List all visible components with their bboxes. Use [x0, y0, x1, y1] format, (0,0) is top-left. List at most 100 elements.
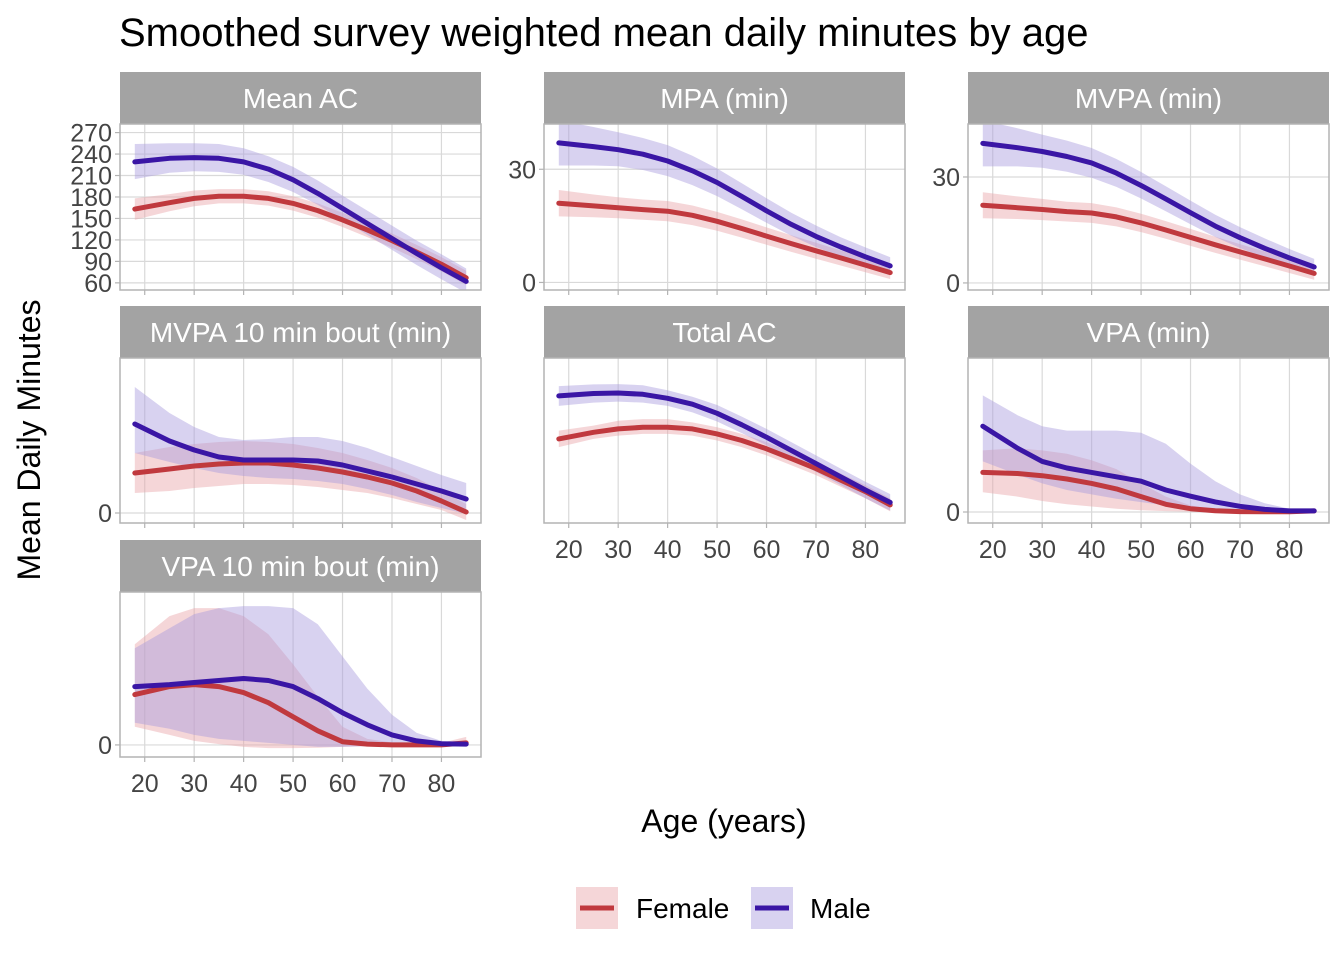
x-tick-label: 40: [230, 770, 258, 798]
panel-strip-label: MVPA 10 min bout (min): [150, 317, 451, 348]
panel-border: [967, 357, 1330, 524]
y-axis-title: Mean Daily Minutes: [11, 300, 47, 581]
panel-data: [556, 384, 893, 512]
x-tick-label: 20: [131, 770, 159, 798]
panel-strip: [120, 72, 481, 124]
y-tick-label: 0: [98, 500, 112, 528]
ci-band-male: [558, 124, 891, 275]
panel-border: [119, 123, 482, 291]
series-line-male: [556, 140, 893, 269]
series-line-male: [980, 140, 1317, 270]
x-tick-label: 50: [1127, 536, 1155, 564]
panel-border: [119, 357, 482, 524]
ci-band-female: [558, 190, 891, 280]
panel-border: [543, 357, 906, 524]
panel-border: [967, 123, 1330, 291]
y-tick-label: 120: [70, 227, 112, 255]
panel-strip-label: MVPA (min): [1075, 83, 1222, 114]
legend-label: Male: [810, 893, 871, 924]
x-tick-label: 60: [753, 536, 781, 564]
ci-band-female: [134, 441, 467, 520]
panel-strip: [544, 306, 905, 358]
ci-band-male: [982, 395, 1315, 512]
panel-vpa-10-min-bout-min: VPA 10 min bout (min) 0 20 30 40 50 60 70 80: [98, 540, 482, 798]
y-tick-label: 210: [70, 163, 112, 191]
panel-strip-label: VPA (min): [1087, 317, 1211, 348]
y-tick-label: 30: [932, 164, 960, 192]
panel-strip: [968, 72, 1329, 124]
y-tick-label: 180: [70, 184, 112, 212]
y-tick-label: 0: [946, 499, 960, 527]
panel-mvpa-10-min-bout-min: MVPA 10 min bout (min) 0: [98, 306, 482, 528]
y-tick-label: 0: [98, 732, 112, 760]
series-line-male: [980, 423, 1317, 514]
panel-strip: [120, 306, 481, 358]
x-tick-label: 60: [1177, 536, 1205, 564]
y-tick-label: 270: [70, 120, 112, 148]
panel-strip: [968, 306, 1329, 358]
x-tick-label: 40: [654, 536, 682, 564]
panel-background: [544, 358, 905, 523]
panel-data: [980, 124, 1317, 280]
ci-band-female: [982, 192, 1315, 280]
panel-strip-label: Total AC: [672, 317, 776, 348]
series-line-male: [132, 676, 469, 747]
panel-background: [968, 358, 1329, 523]
ci-band-male: [134, 606, 467, 747]
ci-band-male: [982, 124, 1315, 276]
x-tick-label: 20: [555, 536, 583, 564]
panel-mpa-min: MPA (min) 0 30: [508, 72, 906, 297]
ci-band-female: [134, 189, 467, 285]
panel-border: [119, 591, 482, 758]
y-tick-label: 150: [70, 205, 112, 233]
ci-band-female: [134, 608, 467, 749]
x-tick-label: 70: [802, 536, 830, 564]
y-tick-label: 240: [70, 141, 112, 169]
x-tick-label: 70: [378, 770, 406, 798]
series-line-male: [132, 421, 469, 502]
x-tick-label: 30: [180, 770, 208, 798]
ci-band-female: [982, 448, 1315, 512]
x-tick-label: 40: [1078, 536, 1106, 564]
series-line-female: [132, 460, 469, 515]
panel-data: [980, 395, 1317, 515]
panel-background: [120, 358, 481, 523]
series-line-male: [556, 390, 893, 505]
y-tick-label: 0: [522, 269, 536, 297]
x-tick-label: 20: [979, 536, 1007, 564]
y-tick-label: 60: [84, 270, 112, 298]
x-tick-label: 60: [329, 770, 357, 798]
panel-strip-label: VPA 10 min bout (min): [161, 551, 439, 582]
panel-strip-label: Mean AC: [243, 83, 358, 114]
y-tick-label: 90: [84, 248, 112, 276]
panel-strip-label: MPA (min): [660, 83, 789, 114]
x-axis-title: Age (years): [641, 803, 806, 839]
x-tick-label: 80: [1276, 536, 1304, 564]
panel-data: [132, 387, 469, 520]
panel-data: [556, 124, 893, 280]
panel-data: [132, 143, 469, 290]
x-tick-label: 30: [604, 536, 632, 564]
panel-data: [132, 606, 469, 749]
x-tick-label: 30: [1028, 536, 1056, 564]
series-line-female: [980, 469, 1317, 515]
panel-background: [120, 592, 481, 757]
x-tick-label: 70: [1226, 536, 1254, 564]
x-tick-label: 80: [428, 770, 456, 798]
y-tick-label: 30: [508, 156, 536, 184]
panel-border: [543, 123, 906, 291]
series-line-female: [556, 200, 893, 276]
legend-item-male: Male: [751, 887, 871, 929]
ci-band-male: [558, 384, 891, 511]
legend-label: Female: [636, 893, 729, 924]
panel-vpa-min: VPA (min) 0 20 30 40 50 60 70 80: [946, 306, 1330, 564]
chart-title: Smoothed survey weighted mean daily minu…: [119, 11, 1088, 55]
legend-item-female: Female: [576, 887, 729, 929]
legend: Female Male: [576, 887, 871, 929]
x-tick-label: 50: [279, 770, 307, 798]
panel-strip: [544, 72, 905, 124]
series-line-male: [132, 155, 469, 284]
